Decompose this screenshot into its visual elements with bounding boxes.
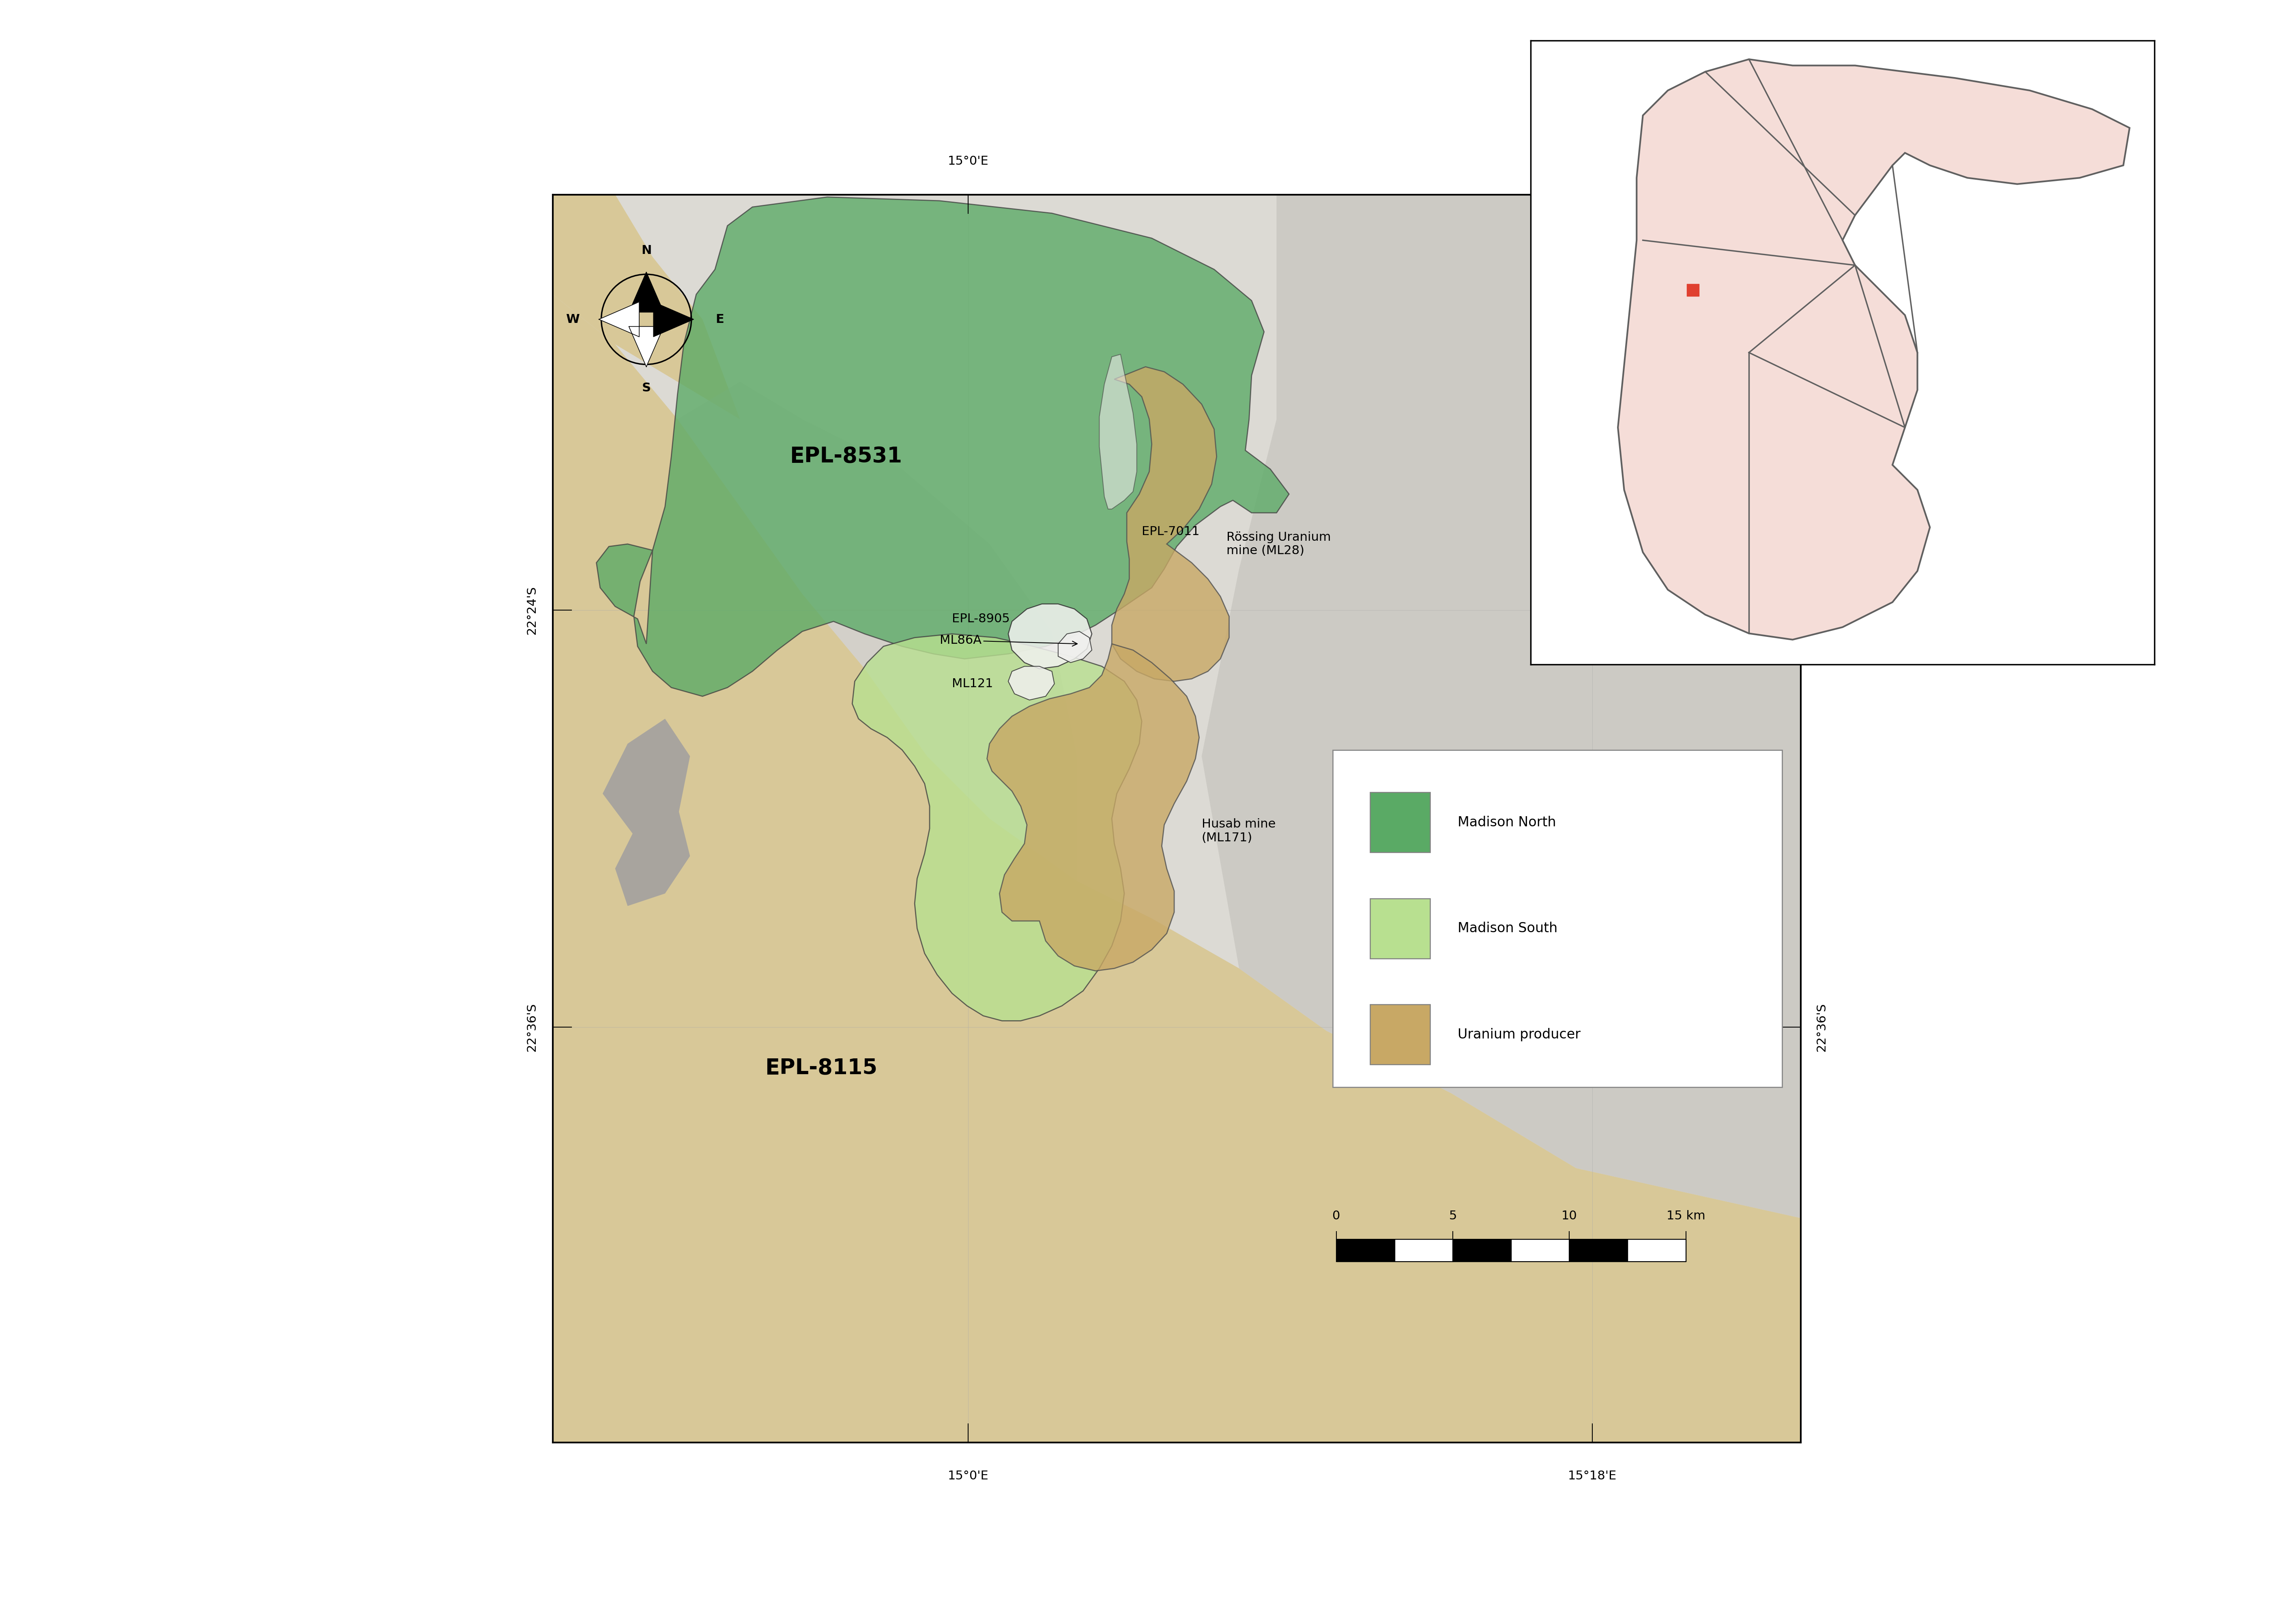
Polygon shape — [615, 806, 691, 906]
Bar — [1371, 793, 1430, 853]
Polygon shape — [1058, 631, 1093, 663]
Bar — [1371, 898, 1430, 958]
Bar — [1628, 1238, 1685, 1261]
Text: EPL-8115: EPL-8115 — [765, 1057, 877, 1080]
Text: 15 km: 15 km — [1667, 1209, 1706, 1222]
Polygon shape — [1008, 605, 1093, 669]
Text: EPL-7011: EPL-7011 — [1141, 525, 1199, 538]
Polygon shape — [654, 302, 693, 337]
Text: 5: 5 — [1449, 1209, 1458, 1222]
Text: EPL-8531: EPL-8531 — [790, 446, 902, 467]
Polygon shape — [1008, 666, 1054, 700]
Text: Madison North: Madison North — [1458, 815, 1557, 828]
Text: ML86A: ML86A — [939, 634, 1077, 647]
Polygon shape — [1100, 355, 1137, 509]
Text: 15°0'E: 15°0'E — [948, 156, 990, 167]
Text: N: N — [641, 245, 652, 256]
Polygon shape — [1201, 195, 1800, 1217]
Text: Uranium producer: Uranium producer — [1458, 1028, 1580, 1041]
Bar — [1453, 1238, 1511, 1261]
Text: Madison South: Madison South — [1458, 922, 1557, 935]
Text: ML121: ML121 — [953, 678, 994, 689]
Text: 0: 0 — [1332, 1209, 1341, 1222]
Text: Husab mine
(ML171): Husab mine (ML171) — [1201, 819, 1277, 845]
Bar — [1570, 1238, 1628, 1261]
Text: S: S — [643, 383, 650, 394]
Bar — [1332, 751, 1782, 1088]
Text: E: E — [716, 313, 723, 326]
Polygon shape — [987, 644, 1199, 971]
Polygon shape — [852, 634, 1141, 1021]
Bar — [1336, 1238, 1394, 1261]
Polygon shape — [599, 302, 638, 337]
Text: 22°36'S: 22°36'S — [526, 1003, 537, 1052]
Bar — [1394, 1238, 1453, 1261]
Text: 22°36'S: 22°36'S — [1816, 1003, 1828, 1052]
Text: 10: 10 — [1561, 1209, 1577, 1222]
Polygon shape — [1619, 60, 2131, 640]
Polygon shape — [629, 272, 664, 313]
Text: W: W — [567, 313, 579, 326]
Polygon shape — [602, 718, 691, 843]
Bar — [1371, 1005, 1430, 1065]
Polygon shape — [553, 195, 739, 420]
Text: Rössing Uranium
mine (ML28): Rössing Uranium mine (ML28) — [1226, 532, 1332, 556]
Polygon shape — [1111, 366, 1228, 681]
Text: 15°18'E: 15°18'E — [1568, 156, 1616, 167]
Text: EPL-8905: EPL-8905 — [953, 613, 1010, 624]
Text: 15°0'E: 15°0'E — [948, 1470, 990, 1482]
Text: 15°18'E: 15°18'E — [1568, 1470, 1616, 1482]
Text: 22°24'S: 22°24'S — [1816, 585, 1828, 634]
Bar — [1511, 1238, 1570, 1261]
Polygon shape — [553, 195, 1800, 1443]
Polygon shape — [677, 383, 1077, 882]
Polygon shape — [629, 326, 664, 366]
Text: 22°24'S: 22°24'S — [526, 585, 537, 634]
Bar — [1336, 1238, 1685, 1261]
Polygon shape — [597, 198, 1288, 697]
